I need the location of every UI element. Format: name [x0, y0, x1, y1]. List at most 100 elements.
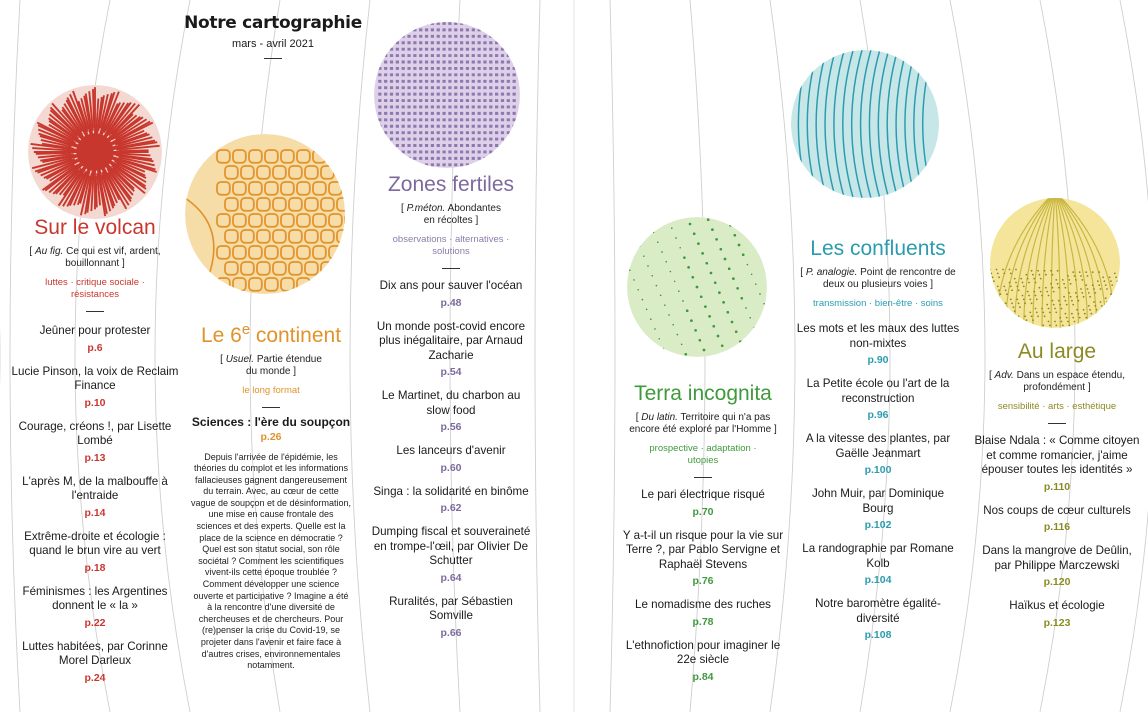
article-list: Jeûner pour protester p.6 Lucie Pinson, la… [10, 324, 180, 685]
section-terra-incognita: Terra incognita [ Du latin. Territoire q… [620, 382, 786, 684]
article-entry[interactable]: Le pari électrique risqué p.70 [620, 488, 786, 519]
article-title: L'après M, de la malbouffe à l'entraide [22, 474, 168, 503]
article-entry[interactable]: Nos coups de cœur culturels p.116 [974, 504, 1140, 535]
article-page-number: p.66 [440, 626, 462, 639]
article-entry[interactable]: Les lanceurs d'avenir p.60 [370, 444, 532, 475]
article-entry[interactable]: Féminismes : les Argentines donnent le «… [10, 585, 180, 630]
article-entry[interactable]: Le Martinet, du charbon au slow food p.56 [370, 389, 532, 434]
article-title: Le nomadisme des ruches [635, 598, 771, 611]
article-entry[interactable]: Les mots et les maux des luttes non-mixt… [796, 322, 960, 367]
divider [262, 407, 280, 408]
article-page-number: p.14 [84, 506, 106, 519]
article-title: John Muir, par Dominique Bourg [811, 487, 945, 515]
section-tags: le long format [242, 385, 300, 396]
section-zones-fertiles: Zones fertiles [ P.méton. Abondantes en … [370, 173, 532, 640]
article-entry[interactable]: L'ethnofiction pour imaginer le 22e sièc… [620, 639, 786, 684]
section-title: Le 6e continent [186, 318, 356, 348]
section-title: Terra incognita [634, 382, 772, 405]
definition-label: P. analogie. [805, 267, 858, 278]
article-page-number: p.13 [84, 451, 106, 464]
article-entry[interactable]: Lucie Pinson, la voix de Reclaim Finance… [10, 365, 180, 410]
orange-orb-icon [185, 134, 345, 294]
definition-label: P.méton. [406, 203, 446, 214]
article-title: Dans la mangrove de Deûlin, par Philippe… [982, 544, 1132, 572]
section-tags: prospective · adaptation · utopies [649, 443, 757, 466]
divider [86, 311, 104, 312]
article-entry[interactable]: Jeûner pour protester p.6 [10, 324, 180, 355]
article-title: Féminismes : les Argentines donnent le «… [22, 584, 168, 613]
article-entry[interactable]: La Petite école ou l'art de la reconstru… [796, 377, 960, 422]
article-entry[interactable]: Singa : la solidarité en binôme p.62 [370, 485, 532, 516]
article-title: Les lanceurs d'avenir [396, 444, 506, 457]
article-page-number: p.120 [1043, 576, 1071, 588]
article-entry[interactable]: La randographie par Romane Kolb p.104 [796, 542, 960, 587]
section-tags: transmission · bien-être · soins [813, 298, 943, 309]
definition-label: Au fig. [34, 246, 64, 257]
section-les-confluents: Les confluents [ P. analogie. Point de r… [796, 237, 960, 642]
article-title: La randographie par Romane Kolb [802, 542, 954, 570]
article-title: Blaise Ndala : « Comme citoyen et comme … [974, 434, 1140, 476]
article-page-number: p.48 [440, 296, 462, 309]
divider [694, 477, 712, 478]
section-tags: sensibilité · arts · esthétique [997, 401, 1117, 412]
article-entry[interactable]: Haïkus et écologie p.123 [974, 599, 1140, 630]
feature-title: Sciences : l'ère du soupçon [191, 415, 351, 429]
article-entry[interactable]: Le nomadisme des ruches p.78 [620, 598, 786, 629]
article-page-number: p.64 [440, 571, 462, 584]
article-title: La Petite école ou l'art de la reconstru… [806, 377, 950, 405]
article-list: Le pari électrique risqué p.70 Y a-t-il un… [620, 488, 786, 684]
divider [264, 58, 282, 59]
article-page-number: p.90 [867, 354, 889, 366]
article-title: Le Martinet, du charbon au slow food [381, 389, 521, 417]
article-title: Courage, créons !, par Lisette Lombé [18, 419, 172, 448]
article-entry[interactable]: Luttes habitées, par Corinne Morel Darle… [10, 640, 180, 685]
article-page-number: p.18 [84, 561, 106, 574]
article-entry[interactable]: Notre baromètre égalité-diversité p.108 [796, 597, 960, 642]
article-entry[interactable]: Ruralités, par Sébastien Somville p.66 [370, 595, 532, 640]
article-list: Blaise Ndala : « Comme citoyen et comme … [974, 434, 1140, 630]
article-entry[interactable]: L'après M, de la malbouffe à l'entraide p… [10, 475, 180, 520]
section-definition: [ Adv. Dans un espace étendu, profondéme… [988, 370, 1126, 393]
article-title: Extrême-droite et écologie : quand le br… [24, 529, 166, 558]
title-rest: continent [249, 324, 342, 347]
article-entry[interactable]: Y a-t-il un risque pour la vie sur Terre… [620, 529, 786, 589]
article-entry[interactable]: John Muir, par Dominique Bourg p.102 [796, 487, 960, 532]
article-page-number: p.62 [440, 502, 462, 514]
section-definition: [ P.méton. Abondantes en récoltes ] [401, 203, 501, 226]
article-page-number: p.110 [1043, 480, 1071, 493]
section-definition: [ Usuel. Partie étendue du monde ] [220, 354, 322, 377]
article-title: Le pari électrique risqué [641, 488, 765, 501]
teal-orb-icon [791, 50, 939, 198]
article-entry[interactable]: Dix ans pour sauver l'océan p.48 [370, 279, 532, 310]
article-page-number: p.104 [864, 574, 892, 586]
article-title: Luttes habitées, par Corinne Morel Darle… [22, 639, 168, 668]
article-entry[interactable]: Dans la mangrove de Deûlin, par Philippe… [974, 544, 1140, 589]
section-title: Au large [1017, 340, 1097, 363]
article-title: Singa : la solidarité en binôme [373, 484, 529, 498]
section-title: Zones fertiles [387, 173, 515, 196]
article-page-number: p.96 [867, 409, 889, 421]
section-definition: [ P. analogie. Point de rencontre de deu… [800, 267, 956, 290]
article-entry[interactable]: Extrême-droite et écologie : quand le br… [10, 530, 180, 575]
article-title: Dix ans pour sauver l'océan [379, 279, 523, 292]
article-title: Dumping fiscal et souveraineté en trompe… [371, 525, 531, 567]
article-entry[interactable]: Dumping fiscal et souveraineté en trompe… [370, 525, 532, 585]
article-title: Notre baromètre égalité-diversité [815, 597, 941, 625]
definition-text: Abondantes en récoltes [423, 203, 501, 226]
olive-orb-icon [990, 198, 1120, 328]
article-entry[interactable]: Blaise Ndala : « Comme citoyen et comme … [974, 434, 1140, 494]
article-page-number: p.6 [87, 341, 103, 354]
article-title: Un monde post-covid encore plus inégalit… [376, 319, 526, 362]
section-title: Les confluents [810, 237, 946, 260]
article-page-number: p.70 [692, 505, 714, 518]
definition-label: Du latin. [641, 412, 678, 423]
article-entry[interactable]: Courage, créons !, par Lisette Lombé p.13 [10, 420, 180, 465]
section-le-6e-continent: Le 6e continent [ Usuel. Partie étendue … [186, 318, 356, 672]
definition-label: Adv. [994, 370, 1014, 381]
article-page-number: p.78 [692, 615, 714, 628]
feature-page: p.26 [260, 430, 282, 443]
article-entry[interactable]: A la vitesse des plantes, par Gaëlle Jea… [796, 432, 960, 477]
section-tags: observations · alternatives · solutions [392, 234, 510, 257]
article-entry[interactable]: Un monde post-covid encore plus inégalit… [370, 320, 532, 380]
feature-article[interactable]: Sciences : l'ère du soupçon p.26 Depuis … [186, 415, 356, 672]
